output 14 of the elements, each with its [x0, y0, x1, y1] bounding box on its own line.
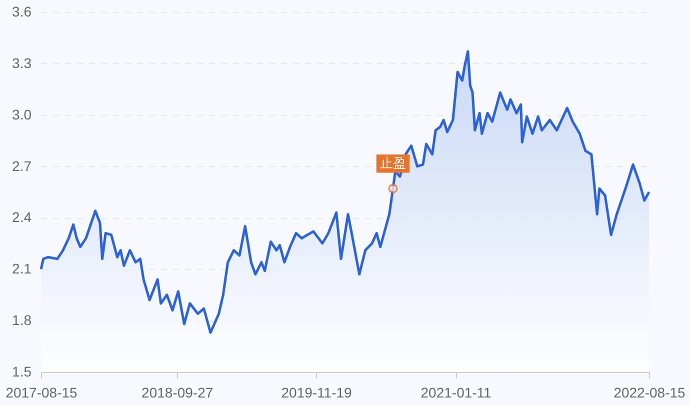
y-tick-label: 1.8 — [12, 312, 32, 328]
x-tick-label: 2019-11-19 — [281, 384, 352, 400]
x-tick-label: 2017-08-15 — [6, 384, 78, 400]
y-tick-label: 2.1 — [12, 260, 32, 277]
y-tick-label: 2.7 — [12, 158, 32, 174]
y-tick-label: 2.4 — [12, 209, 32, 226]
y-tick-label: 3.6 — [12, 4, 32, 20]
y-tick-label: 3.0 — [12, 106, 32, 122]
annotation: 止盈 — [380, 156, 406, 171]
y-tick-label: 3.3 — [12, 54, 32, 71]
x-tick-label: 2022-08-15 — [614, 384, 686, 400]
x-tick-label: 2018-09-27 — [142, 384, 214, 400]
x-tick-label: 2021-01-11 — [420, 384, 492, 400]
y-tick-label: 1.5 — [12, 364, 32, 380]
